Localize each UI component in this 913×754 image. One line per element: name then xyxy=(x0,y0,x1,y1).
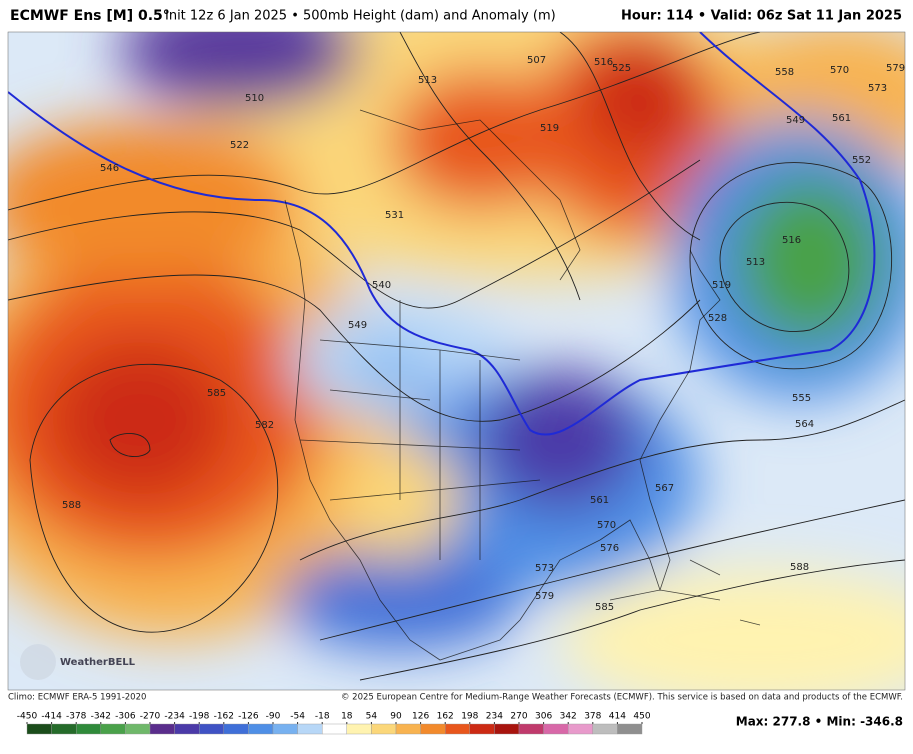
colorbar-bin xyxy=(617,723,643,735)
contour-label: 516 xyxy=(594,57,613,68)
contour-label: 585 xyxy=(595,602,614,613)
colorbar-bin xyxy=(75,723,101,735)
colorbar-bin xyxy=(26,723,52,735)
colorbar-bin xyxy=(568,723,594,735)
colorbar-bin xyxy=(371,723,397,735)
copyright: © 2025 European Centre for Medium-Range … xyxy=(341,693,903,703)
contour-label: 549 xyxy=(348,320,367,331)
colorbar-tick-label: 198 xyxy=(461,712,478,722)
colorbar-tick-label: -162 xyxy=(214,712,234,722)
colorbar-tick-label: -18 xyxy=(315,712,330,722)
colorbar-tick-label: -54 xyxy=(290,712,305,722)
colorbar-bin xyxy=(297,723,323,735)
contour-label: 579 xyxy=(886,63,905,74)
colorbar-bin xyxy=(125,723,151,735)
contour-label: 579 xyxy=(535,591,554,602)
colorbar-tick-label: 18 xyxy=(341,712,353,722)
colorbar-tick-label: 234 xyxy=(486,712,503,722)
contour-label: 573 xyxy=(868,83,887,94)
contour-label: 561 xyxy=(832,113,851,124)
colorbar-tick-label: -126 xyxy=(238,712,259,722)
colorbar-tick-label: -270 xyxy=(140,712,161,722)
colorbar-bin xyxy=(494,723,520,735)
colorbar: -450 -414 -378 -342 -306 -270 -234 -198 -162 -126… xyxy=(17,712,651,735)
contour-label: 573 xyxy=(535,563,554,574)
colorbar-bin xyxy=(51,723,77,735)
colorbar-bin xyxy=(445,723,471,735)
colorbar-bin xyxy=(518,723,544,735)
contour-label: 519 xyxy=(712,280,731,291)
colorbar-bin xyxy=(469,723,495,735)
colorbar-bin xyxy=(272,723,298,735)
contour-label: 588 xyxy=(790,562,809,573)
logo: WeatherBELL xyxy=(60,657,136,668)
model-title: ECMWF Ens [M] 0.5° xyxy=(10,8,170,24)
contour-label: 555 xyxy=(792,393,811,404)
colorbar-bin xyxy=(346,723,372,735)
contour-label: 564 xyxy=(795,419,814,430)
contour-label: 588 xyxy=(62,500,81,511)
contour-label: 576 xyxy=(600,543,619,554)
colorbar-tick-label: -90 xyxy=(266,712,281,722)
contour-label: 525 xyxy=(612,63,631,74)
colorbar-tick-label: 54 xyxy=(366,712,378,722)
map: 546 522 510 531 540 549 585 582 588 513 … xyxy=(8,32,905,690)
extremes: Max: 277.8 • Min: -346.8 xyxy=(736,715,903,729)
colorbar-tick-label: 162 xyxy=(437,712,454,722)
colorbar-tick-label: -198 xyxy=(189,712,210,722)
contour-label: 567 xyxy=(655,483,674,494)
climo-note: Climo: ECMWF ERA-5 1991-2020 xyxy=(8,693,146,703)
contour-label: 570 xyxy=(597,520,616,531)
colorbar-bin xyxy=(592,723,618,735)
contour-label: 528 xyxy=(708,313,727,324)
contour-label: 561 xyxy=(590,495,609,506)
contour-label: 510 xyxy=(245,93,264,104)
colorbar-bin xyxy=(420,723,446,735)
colorbar-tick-label: -450 xyxy=(17,712,38,722)
colorbar-tick-label: 90 xyxy=(390,712,402,722)
colorbar-bin xyxy=(322,723,348,735)
contour-label: 513 xyxy=(746,257,765,268)
contour-label: 540 xyxy=(372,280,391,291)
colorbar-bin xyxy=(198,723,224,735)
colorbar-tick-label: 450 xyxy=(633,712,650,722)
colorbar-bin xyxy=(248,723,274,735)
colorbar-bin xyxy=(223,723,249,735)
colorbar-tick-label: 342 xyxy=(560,712,577,722)
colorbar-tick-label: -342 xyxy=(91,712,111,722)
colorbar-bin xyxy=(149,723,175,735)
colorbar-tick-label: -414 xyxy=(41,712,62,722)
colorbar-tick-label: 414 xyxy=(609,712,626,722)
contour-label: 531 xyxy=(385,210,404,221)
contour-label: 516 xyxy=(782,235,801,246)
colorbar-bin xyxy=(100,723,126,735)
contour-label: 582 xyxy=(255,420,274,431)
description: Init 12z 6 Jan 2025 • 500mb Height (dam)… xyxy=(165,9,556,24)
valid-time: Hour: 114 • Valid: 06z Sat 11 Jan 2025 xyxy=(621,9,902,24)
colorbar-tick-label: -378 xyxy=(66,712,87,722)
colorbar-bin xyxy=(543,723,569,735)
contour-label: 585 xyxy=(207,388,226,399)
contour-label: 549 xyxy=(786,115,805,126)
contour-label: 507 xyxy=(527,55,546,66)
colorbar-bin xyxy=(174,723,200,735)
contour-label: 522 xyxy=(230,140,249,151)
colorbar-tick-label: -306 xyxy=(115,712,136,722)
contour-label: 570 xyxy=(830,65,849,76)
colorbar-tick-label: 126 xyxy=(412,712,429,722)
colorbar-bin xyxy=(395,723,421,735)
contour-label: 546 xyxy=(100,163,119,174)
colorbar-tick-label: -234 xyxy=(164,712,185,722)
contour-label: 552 xyxy=(852,155,871,166)
contour-label: 513 xyxy=(418,75,437,86)
contour-label: 558 xyxy=(775,67,794,78)
contour-label: 519 xyxy=(540,123,559,134)
colorbar-tick-label: 378 xyxy=(584,712,601,722)
colorbar-tick-label: 270 xyxy=(510,712,527,722)
colorbar-tick-label: 306 xyxy=(535,712,552,722)
